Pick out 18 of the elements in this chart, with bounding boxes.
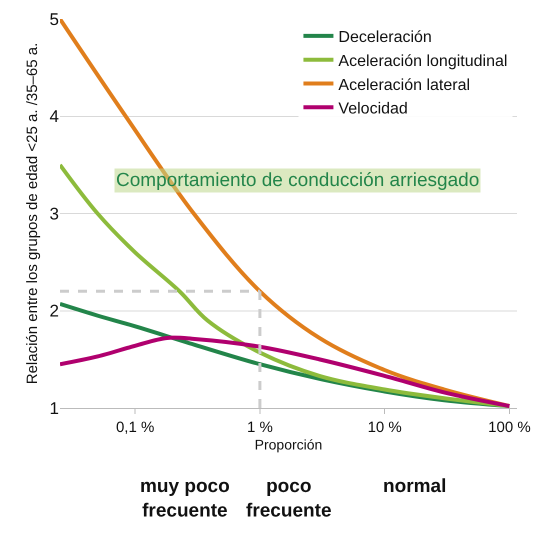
legend-label: Aceleración lateral (338, 76, 470, 94)
y-tick-label: 4 (50, 107, 59, 126)
x-axis-title: Proporción (254, 436, 322, 452)
y-tick-label: 2 (50, 302, 59, 321)
y-tick-label: 3 (50, 204, 59, 224)
y-tick-label: 5 (50, 10, 59, 29)
text: muy poco frecuente (140, 476, 230, 522)
x-tick-label: 100 % (488, 419, 531, 436)
y-tick-label: 1 (50, 398, 59, 418)
text: normal (383, 476, 446, 497)
x-tick-label: 10 % (368, 419, 402, 436)
legend-label: Deceleración (338, 29, 432, 46)
x-tick-label: 1 % (246, 419, 273, 436)
text: poco frecuente (246, 476, 332, 522)
legend-label: Velocidad (338, 100, 408, 118)
legend-label: Aceleración longitudinal (338, 52, 508, 70)
x-tick-label: 0,1 % (116, 419, 154, 436)
y-axis-title: Relación entre los grupos de edad <25 a. /35–65 a. (24, 42, 41, 384)
